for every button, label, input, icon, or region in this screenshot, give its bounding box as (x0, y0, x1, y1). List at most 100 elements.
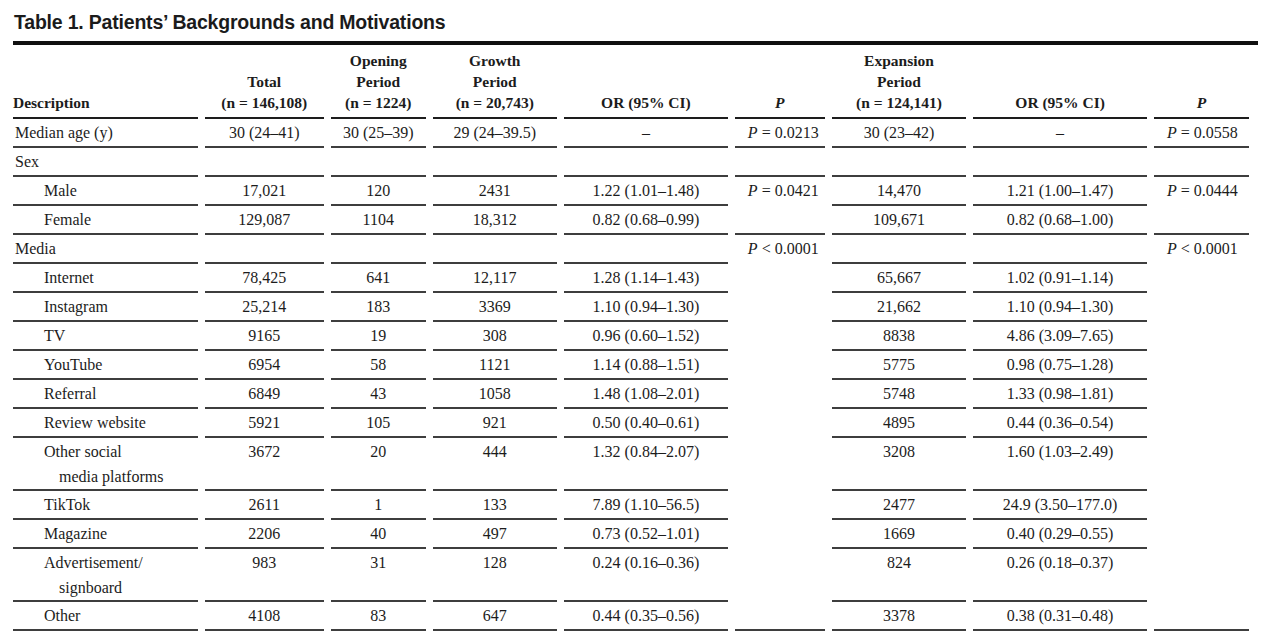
table-row-other: Other 4108 83 647 0.44 (0.35–0.56) 3378 … (13, 602, 1249, 631)
cell-opening: 19 (331, 322, 426, 351)
cell-total: 2206 (205, 520, 324, 549)
cell-p1 (735, 380, 825, 409)
cell-growth: 921 (433, 409, 557, 438)
cell-expansion-n: 65,667 (832, 264, 966, 293)
cell-opening: 31 (331, 549, 426, 602)
cell-expansion-n: 5748 (832, 380, 966, 409)
table-row-sex-section: Sex (13, 148, 1249, 177)
cell-or2: 24.9 (3.50–177.0) (973, 491, 1147, 520)
cell-p1 (735, 148, 825, 177)
cell-total: 25,214 (205, 293, 324, 322)
cell-opening: 83 (331, 602, 426, 631)
cell-p1: P < 0.0001 (735, 235, 825, 264)
cell-or2: 0.98 (0.75–1.28) (973, 351, 1147, 380)
cell-or1 (564, 235, 728, 264)
cell-description: YouTube (13, 351, 198, 380)
table-footnote: In the growth and expansion periods, the… (13, 631, 1256, 638)
cell-or1: 0.82 (0.68–0.99) (564, 206, 728, 235)
cell-p2: P < 0.0001 (1154, 235, 1249, 264)
cell-or2 (973, 235, 1147, 264)
cell-expansion-n: 824 (832, 549, 966, 602)
cell-or2: 1.21 (1.00–1.47) (973, 177, 1147, 206)
cell-growth: 3369 (433, 293, 557, 322)
table-row-media-section: Media P < 0.0001 P < 0.0001 (13, 235, 1249, 264)
cell-total: 2611 (205, 491, 324, 520)
col-header-opening-period: Opening Period (n = 1224) (331, 45, 426, 119)
cell-description: Male (13, 177, 198, 206)
cell-or1: 1.32 (0.84–2.07) (564, 438, 728, 491)
cell-opening: 641 (331, 264, 426, 293)
cell-opening (331, 235, 426, 264)
cell-p1 (735, 409, 825, 438)
cell-or1: 1.14 (0.88–1.51) (564, 351, 728, 380)
cell-description: Internet (13, 264, 198, 293)
cell-description: Other socialmedia platforms (13, 438, 198, 491)
cell-growth: 308 (433, 322, 557, 351)
table-row-other-social-media: Other socialmedia platforms 3672 20 444 … (13, 438, 1249, 491)
cell-p1 (735, 206, 825, 235)
cell-total (205, 235, 324, 264)
cell-p1 (735, 264, 825, 293)
cell-or1: 0.96 (0.60–1.52) (564, 322, 728, 351)
cell-or2: 1.10 (0.94–1.30) (973, 293, 1147, 322)
cell-total: 983 (205, 549, 324, 602)
cell-p1 (735, 491, 825, 520)
cell-or2: 0.40 (0.29–0.55) (973, 520, 1147, 549)
cell-description: TikTok (13, 491, 198, 520)
cell-total: 5921 (205, 409, 324, 438)
cell-total: 9165 (205, 322, 324, 351)
cell-opening: 1 (331, 491, 426, 520)
cell-description: Other (13, 602, 198, 631)
cell-expansion-n: 3378 (832, 602, 966, 631)
cell-description: Advertisement/signboard (13, 549, 198, 602)
cell-description: Female (13, 206, 198, 235)
cell-p2: P = 0.0558 (1154, 119, 1249, 148)
cell-p2 (1154, 491, 1249, 520)
cell-p1 (735, 602, 825, 631)
cell-growth (433, 235, 557, 264)
col-header-growth-period: Growth Period (n = 20,743) (433, 45, 557, 119)
cell-growth: 12,117 (433, 264, 557, 293)
cell-expansion-n: 30 (23–42) (832, 119, 966, 148)
table-row-female: Female 129,087 1104 18,312 0.82 (0.68–0.… (13, 206, 1249, 235)
cell-opening: 120 (331, 177, 426, 206)
cell-p2: P = 0.0444 (1154, 177, 1249, 206)
cell-growth: 497 (433, 520, 557, 549)
cell-opening: 20 (331, 438, 426, 491)
cell-growth: 18,312 (433, 206, 557, 235)
cell-expansion-n: 5775 (832, 351, 966, 380)
cell-growth (433, 148, 557, 177)
cell-or2: 0.38 (0.31–0.48) (973, 602, 1147, 631)
table-row-advertisement-signboard: Advertisement/signboard 983 31 128 0.24 … (13, 549, 1249, 602)
cell-total: 129,087 (205, 206, 324, 235)
cell-opening: 30 (25–39) (331, 119, 426, 148)
cell-or1: 1.10 (0.94–1.30) (564, 293, 728, 322)
cell-or1: 0.24 (0.16–0.36) (564, 549, 728, 602)
table-row-male: Male 17,021 120 2431 1.22 (1.01–1.48) P … (13, 177, 1249, 206)
table-title: Table 1. Patients’ Backgrounds and Motiv… (14, 11, 1256, 34)
cell-growth: 133 (433, 491, 557, 520)
cell-p2 (1154, 206, 1249, 235)
cell-growth: 1121 (433, 351, 557, 380)
cell-or2: 1.60 (1.03–2.49) (973, 438, 1147, 491)
col-header-description: Description (13, 45, 198, 119)
cell-growth: 2431 (433, 177, 557, 206)
cell-description: Magazine (13, 520, 198, 549)
cell-opening: 58 (331, 351, 426, 380)
cell-total: 6954 (205, 351, 324, 380)
cell-p1: P = 0.0421 (735, 177, 825, 206)
cell-or2: 4.86 (3.09–7.65) (973, 322, 1147, 351)
cell-p2 (1154, 549, 1249, 602)
cell-expansion-n: 21,662 (832, 293, 966, 322)
cell-p1: P = 0.0213 (735, 119, 825, 148)
cell-p2 (1154, 438, 1249, 491)
cell-total: 78,425 (205, 264, 324, 293)
cell-p1 (735, 549, 825, 602)
table-row-review-website: Review website 5921 105 921 0.50 (0.40–0… (13, 409, 1249, 438)
table-row-internet: Internet 78,425 641 12,117 1.28 (1.14–1.… (13, 264, 1249, 293)
cell-or1: 7.89 (1.10–56.5) (564, 491, 728, 520)
table-row-tiktok: TikTok 2611 1 133 7.89 (1.10–56.5) 2477 … (13, 491, 1249, 520)
table-row-youtube: YouTube 6954 58 1121 1.14 (0.88–1.51) 57… (13, 351, 1249, 380)
table-row-tv: TV 9165 19 308 0.96 (0.60–1.52) 8838 4.8… (13, 322, 1249, 351)
cell-expansion-n: 14,470 (832, 177, 966, 206)
